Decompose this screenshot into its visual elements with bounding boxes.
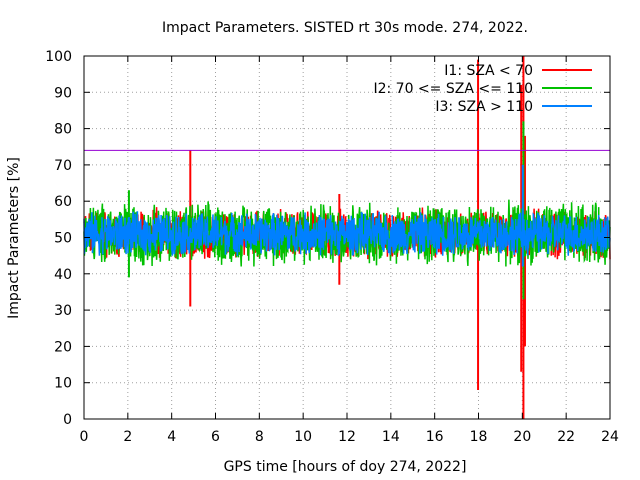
x-tick-label: 20: [513, 429, 531, 445]
y-tick-label: 70: [54, 158, 72, 174]
x-tick-label: 8: [255, 429, 264, 445]
y-tick-label: 100: [45, 49, 72, 65]
y-tick-label: 50: [54, 231, 72, 247]
y-tick-label: 0: [63, 412, 72, 428]
y-tick-label: 60: [54, 194, 72, 210]
x-tick-label: 10: [294, 429, 312, 445]
data-series: [83, 56, 611, 419]
y-tick-label: 10: [54, 376, 72, 392]
x-tick-label: 22: [557, 429, 575, 445]
x-tick-label: 14: [382, 429, 400, 445]
grid-lines: [84, 56, 610, 419]
x-tick-label: 2: [123, 429, 132, 445]
y-tick-label: 30: [54, 303, 72, 319]
y-tick-label: 80: [54, 122, 72, 138]
x-tick-label: 18: [470, 429, 488, 445]
y-tick-label: 90: [54, 85, 72, 101]
y-axis-label: Impact Parameters [%]: [6, 157, 22, 319]
legend: I1: SZA < 70 I2: 70 <= SZA <= 110 I3: SZ…: [373, 63, 592, 115]
x-tick-label: 16: [426, 429, 444, 445]
legend-label-i3: I3: SZA > 110: [435, 99, 533, 115]
y-tick-label: 40: [54, 267, 72, 283]
x-tick-label: 12: [338, 429, 356, 445]
chart-title: Impact Parameters. SISTED rt 30s mode. 2…: [162, 20, 528, 36]
axis-ticks: 0 2 4 6 8 10 12 14 16 18 20 22 240102030405060708090…: [45, 49, 619, 445]
x-tick-label: 24: [601, 429, 619, 445]
x-tick-label: 6: [211, 429, 220, 445]
x-axis-label: GPS time [hours of doy 274, 2022]: [224, 459, 467, 475]
x-tick-label: 4: [167, 429, 176, 445]
x-tick-label: 0: [80, 429, 89, 445]
y-tick-label: 20: [54, 339, 72, 355]
legend-label-i2: I2: 70 <= SZA <= 110: [373, 81, 533, 97]
legend-label-i1: I1: SZA < 70: [444, 63, 533, 79]
